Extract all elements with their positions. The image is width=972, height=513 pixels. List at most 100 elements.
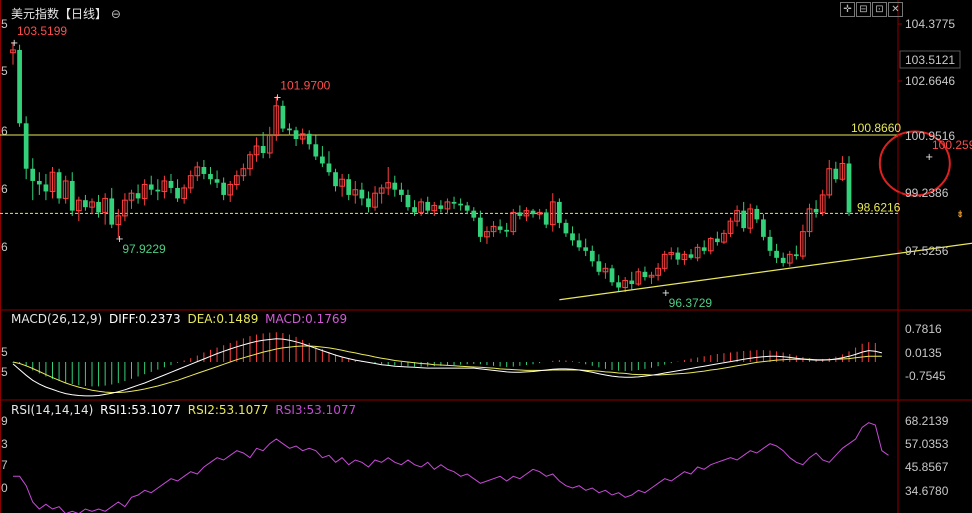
candle-body — [36, 180, 42, 185]
candle-body — [754, 208, 760, 220]
rsi2-value: RSI2:53.1077 — [187, 403, 269, 417]
candle-body — [833, 168, 839, 180]
y-tick-label: 0.0135 — [905, 346, 942, 360]
candle-body — [175, 187, 180, 199]
current-price-box — [899, 50, 961, 69]
candle-body — [293, 130, 299, 140]
candle-body — [425, 201, 431, 211]
candle-body — [675, 252, 681, 260]
left-edge-tick: 9 — [1, 414, 8, 428]
candle-body — [115, 215, 122, 226]
left-edge-tick: 3 — [1, 437, 8, 451]
y-tick-label: 102.6646 — [905, 74, 955, 88]
candle-body — [266, 135, 273, 154]
plus-icon: + — [925, 152, 933, 163]
candle-body — [826, 168, 833, 196]
y-tick-label: 57.0353 — [905, 437, 949, 451]
candle-body — [392, 182, 398, 190]
crosshair-icon[interactable]: ✛ — [840, 2, 855, 17]
candle-body — [75, 199, 82, 212]
candle-body — [141, 183, 148, 199]
maximize-icon[interactable]: ⊡ — [872, 2, 887, 17]
candle-body — [214, 179, 220, 183]
candle-body — [530, 210, 536, 215]
candle-body — [846, 163, 852, 213]
candle-body — [668, 252, 675, 255]
candle-body — [589, 250, 595, 262]
candle-body — [734, 210, 740, 222]
candle-body — [747, 208, 754, 229]
plus-icon: + — [273, 92, 281, 103]
candle-body — [478, 217, 483, 237]
candle-body — [102, 197, 109, 213]
macd-macd-value: MACD:0.1769 — [265, 312, 348, 326]
y-tick-label: 97.5256 — [905, 244, 949, 258]
candle-body — [431, 204, 438, 212]
candle-body — [642, 271, 648, 278]
candle-body — [155, 189, 161, 192]
y-tick-label: 104.3775 — [905, 17, 955, 31]
candle-body — [247, 154, 253, 170]
plus-icon: + — [10, 38, 18, 49]
y-tick-label: 0.7816 — [905, 322, 942, 336]
price-marker-icon: ⇟ — [956, 209, 964, 220]
y-tick-label: -0.7545 — [905, 369, 946, 383]
rsi-title: RSI(14,14,14) — [11, 403, 94, 417]
candle-body — [418, 201, 424, 213]
candle-body — [438, 205, 444, 209]
left-edge-tick: 7 — [1, 458, 8, 472]
candle-body — [780, 257, 786, 264]
candle-body — [451, 201, 457, 204]
candle-body — [800, 231, 806, 257]
candle-body — [774, 250, 779, 258]
candle-body — [352, 189, 359, 196]
rsi1-value: RSI1:53.1077 — [100, 403, 181, 417]
candle-body — [10, 49, 16, 54]
candle-body — [721, 232, 727, 243]
candle-body — [135, 193, 141, 199]
left-edge-tick: 5 — [1, 17, 8, 31]
candle-body — [458, 203, 463, 206]
candle-body — [122, 199, 128, 217]
candle-body — [378, 187, 385, 194]
candle-body — [17, 49, 22, 124]
candle-body — [549, 201, 556, 226]
candle-body — [504, 229, 510, 232]
macd-title: MACD(26,12,9) — [11, 312, 103, 326]
candle-body — [299, 133, 306, 140]
candle-body — [688, 254, 694, 258]
candle-body — [570, 233, 575, 241]
candle-body — [543, 212, 549, 225]
candle-body — [517, 212, 523, 216]
candle-body — [661, 253, 668, 269]
left-edge-tick: 5 — [1, 365, 8, 379]
candle-body — [510, 211, 517, 233]
candle-body — [339, 178, 346, 187]
left-edge-tick: 5 — [1, 345, 8, 359]
candle-body — [714, 238, 720, 243]
main-panel-header: 美元指数【日线】 ⊖ — [11, 5, 121, 22]
candle-body — [701, 247, 707, 251]
candle-body — [187, 175, 194, 189]
current-price-label: 103.5121 — [905, 53, 955, 67]
candle-body — [635, 271, 642, 285]
candle-body — [786, 253, 793, 264]
candle-body — [62, 180, 69, 199]
close-icon[interactable]: ✕ — [888, 2, 903, 17]
candle-body — [326, 163, 332, 173]
candle-body — [69, 180, 75, 211]
y-tick-label: 45.8567 — [905, 460, 949, 474]
candle-body — [839, 162, 846, 180]
candle-body — [346, 179, 352, 195]
candle-body — [260, 146, 266, 154]
candle-body — [609, 268, 615, 283]
candle-body — [30, 168, 36, 181]
zoom-out-icon[interactable]: ⊖ — [110, 7, 121, 21]
candle-body — [629, 280, 635, 285]
macd-dea-line — [12, 345, 882, 393]
macd-dea-value: DEA:0.1489 — [187, 312, 259, 326]
price-annotation: 101.9700 — [280, 78, 330, 92]
candle-body — [181, 187, 188, 199]
minimize-icon[interactable]: ⊟ — [856, 2, 871, 17]
